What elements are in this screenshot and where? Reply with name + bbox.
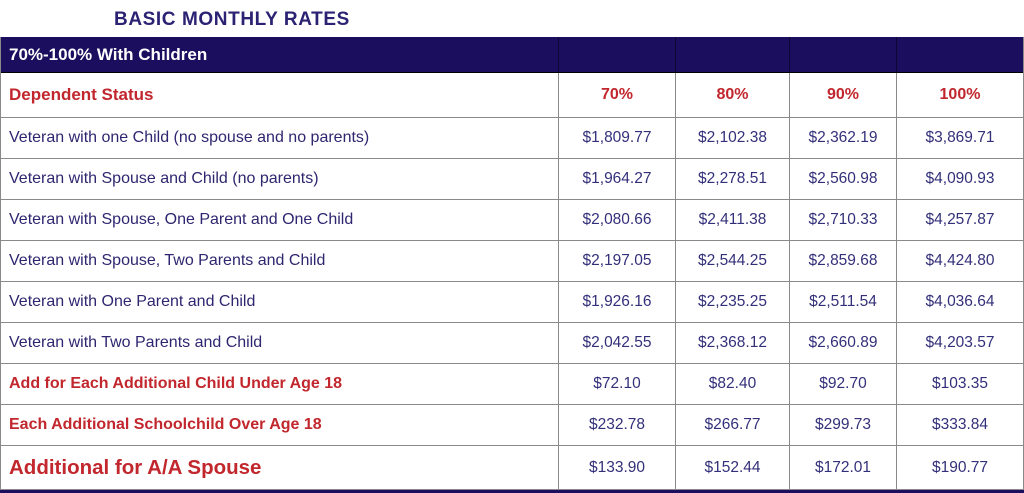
header-90pct: 90%	[789, 73, 896, 117]
row-label: Each Additional Schoolchild Over Age 18	[9, 416, 322, 433]
rate-value: $3,869.71	[896, 118, 1023, 158]
rate-value: $2,660.89	[789, 323, 896, 363]
rate-value: $299.73	[789, 405, 896, 445]
table-banner: 70%-100% With Children	[1, 37, 1023, 73]
table-body: Veteran with one Child (no spouse and no…	[1, 118, 1023, 490]
row-label: Add for Each Additional Child Under Age …	[9, 375, 343, 392]
banner-spacer-cell	[675, 37, 789, 72]
rate-value: $2,411.38	[675, 200, 789, 240]
rate-value: $2,042.55	[558, 323, 675, 363]
rate-value: $333.84	[896, 405, 1023, 445]
rate-value: $4,424.80	[896, 241, 1023, 281]
rates-table: 70%-100% With Children Dependent Status …	[0, 37, 1024, 490]
row-label: Veteran with Two Parents and Child	[9, 334, 263, 351]
rate-value: $2,197.05	[558, 241, 675, 281]
rate-value: $2,362.19	[789, 118, 896, 158]
table-row: Veteran with One Parent and Child $1,926.…	[1, 282, 1023, 323]
rate-value: $4,090.93	[896, 159, 1023, 199]
rate-value: $2,278.51	[675, 159, 789, 199]
rate-value: $82.40	[675, 364, 789, 404]
table-bottom-bar	[0, 490, 1024, 493]
table-row: Veteran with Spouse, Two Parents and Chi…	[1, 241, 1023, 282]
rate-value: $2,511.54	[789, 282, 896, 322]
rate-value: $2,544.25	[675, 241, 789, 281]
row-label: Veteran with Spouse and Child (no parent…	[9, 170, 319, 187]
row-label: Veteran with Spouse, Two Parents and Chi…	[9, 252, 326, 269]
rate-value: $266.77	[675, 405, 789, 445]
rate-value: $1,809.77	[558, 118, 675, 158]
banner-spacer-cell	[558, 37, 675, 72]
row-label: Veteran with One Parent and Child	[9, 293, 256, 310]
header-80pct: 80%	[675, 73, 789, 117]
rate-value: $190.77	[896, 446, 1023, 489]
table-row: Add for Each Additional Child Under Age …	[1, 364, 1023, 405]
rate-value: $2,710.33	[789, 200, 896, 240]
table-row: Veteran with Spouse and Child (no parent…	[1, 159, 1023, 200]
banner-spacer-cell	[896, 37, 1023, 72]
rate-value: $4,203.57	[896, 323, 1023, 363]
row-label: Additional for A/A Spouse	[9, 455, 262, 479]
rate-value: $133.90	[558, 446, 675, 489]
rate-value: $2,102.38	[675, 118, 789, 158]
table-header-row: Dependent Status 70% 80% 90% 100%	[1, 73, 1023, 118]
banner-spacer-cell	[789, 37, 896, 72]
banner-label-cell: 70%-100% With Children	[1, 37, 558, 72]
header-100pct: 100%	[896, 73, 1023, 117]
rate-value: $2,368.12	[675, 323, 789, 363]
header-dependent-status: Dependent Status	[9, 85, 154, 104]
rate-value: $1,964.27	[558, 159, 675, 199]
rate-value: $103.35	[896, 364, 1023, 404]
rate-value: $2,560.98	[789, 159, 896, 199]
table-row: Additional for A/A Spouse $133.90 $152.44 $…	[1, 446, 1023, 490]
rate-value: $2,859.68	[789, 241, 896, 281]
rate-value: $2,080.66	[558, 200, 675, 240]
rate-value: $4,257.87	[896, 200, 1023, 240]
rate-value: $172.01	[789, 446, 896, 489]
page-title: BASIC MONTHLY RATES	[114, 9, 350, 30]
table-row: Veteran with Spouse, One Parent and One …	[1, 200, 1023, 241]
table-row: Each Additional Schoolchild Over Age 18 $…	[1, 405, 1023, 446]
rate-value: $152.44	[675, 446, 789, 489]
rate-value: $1,926.16	[558, 282, 675, 322]
rate-value: $2,235.25	[675, 282, 789, 322]
table-row: Veteran with one Child (no spouse and no…	[1, 118, 1023, 159]
header-70pct: 70%	[558, 73, 675, 117]
table-row: Veteran with Two Parents and Child $2,042…	[1, 323, 1023, 364]
banner-label: 70%-100% With Children	[9, 45, 208, 64]
rate-value: $4,036.64	[896, 282, 1023, 322]
rate-value: $232.78	[558, 405, 675, 445]
rate-value: $72.10	[558, 364, 675, 404]
row-label: Veteran with one Child (no spouse and no…	[9, 129, 370, 146]
rate-value: $92.70	[789, 364, 896, 404]
row-label: Veteran with Spouse, One Parent and One …	[9, 211, 354, 228]
